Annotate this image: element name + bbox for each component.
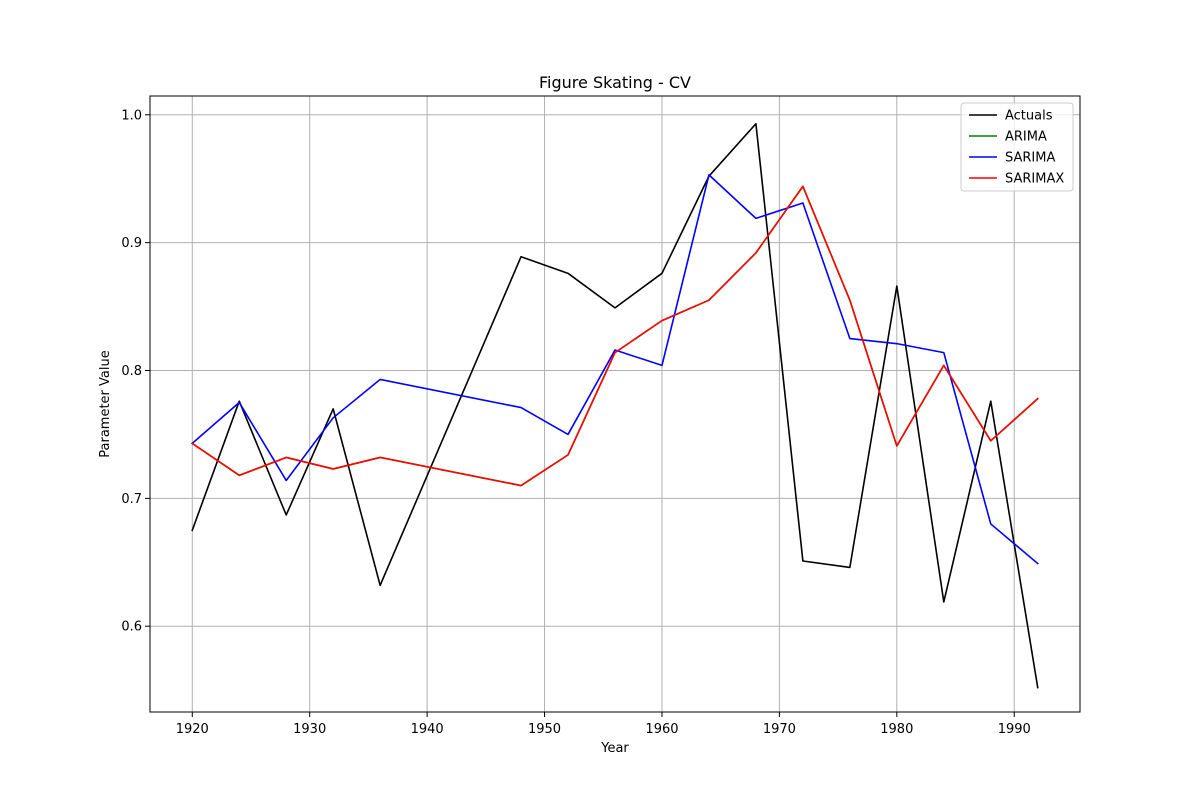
x-axis-label: Year (600, 741, 629, 756)
x-tick-label: 1990 (998, 722, 1031, 737)
y-tick-label: 0.7 (121, 492, 142, 507)
x-tick-label: 1930 (293, 722, 326, 737)
legend-label: SARIMAX (1005, 172, 1064, 187)
legend-label: Actuals (1005, 109, 1053, 124)
y-tick-label: 0.9 (121, 236, 142, 251)
legend: Actuals ARIMA SARIMA SARIMAX (960, 102, 1074, 192)
legend-box (960, 102, 1074, 192)
y-tick-label: 0.8 (121, 364, 142, 379)
series-line-sarimax (191, 185, 1039, 487)
chart-title: Figure Skating - CV (539, 73, 691, 92)
x-tick-label: 1980 (880, 722, 913, 737)
series-group (191, 122, 1039, 689)
x-axis: 1920 1930 1940 1950 1960 1970 1980 1990 (176, 712, 1031, 737)
x-tick-label: 1970 (763, 722, 796, 737)
y-axis-label: Parameter Value (98, 350, 113, 457)
y-tick-label: 1.0 (121, 108, 142, 123)
grid (150, 96, 1080, 712)
x-tick-label: 1940 (411, 722, 444, 737)
y-tick-label: 0.6 (121, 620, 142, 635)
series-line-sarima (191, 174, 1039, 565)
x-tick-label: 1950 (528, 722, 561, 737)
y-axis: 0.6 0.7 0.8 0.9 1.0 (121, 108, 150, 635)
legend-label: ARIMA (1005, 130, 1047, 145)
x-tick-label: 1960 (645, 722, 678, 737)
legend-label: SARIMA (1005, 151, 1055, 166)
series-line-actuals (191, 122, 1039, 689)
plot-frame (149, 95, 1081, 713)
x-tick-label: 1920 (176, 722, 209, 737)
